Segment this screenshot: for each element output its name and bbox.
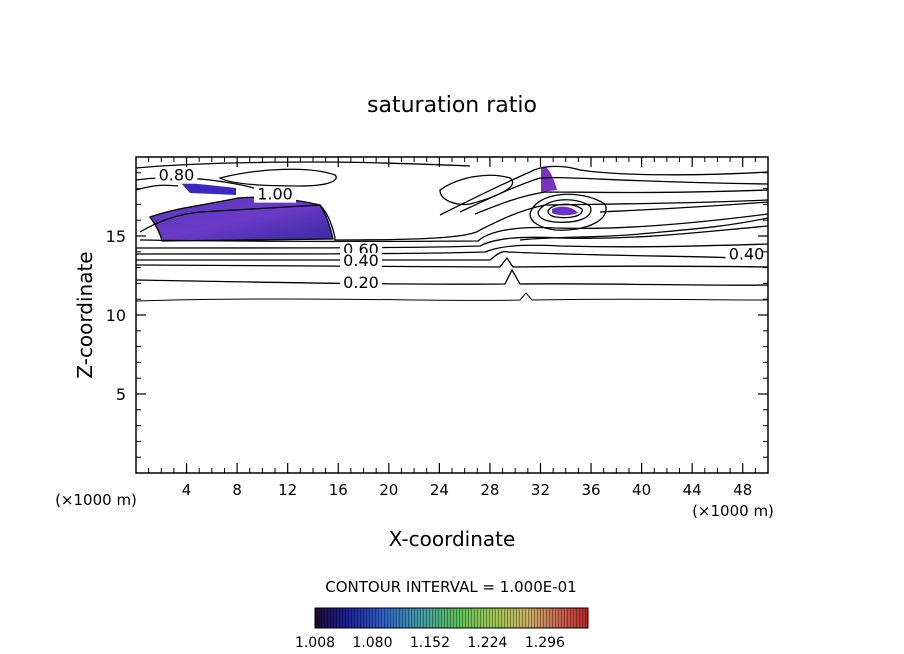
- contour-lines: [136, 161, 768, 302]
- contour-line-ring-3: [529, 193, 607, 231]
- y-axis-label: Z-coordinate: [73, 251, 97, 378]
- x-tick-label: 20: [379, 481, 398, 499]
- x-tick-label: 8: [232, 481, 242, 499]
- y-tick-label: 10: [106, 306, 126, 325]
- shaded-region-1: [150, 197, 333, 241]
- chart-title: saturation ratio: [367, 93, 537, 118]
- plot-area: 0.801.000.600.400.200.40 4 8 12 16 20 24 28 32 3…: [106, 156, 769, 499]
- x-tick-label: 40: [632, 481, 651, 499]
- y-axis-ticks: 5 10 15: [106, 227, 768, 404]
- x-tick-label: 48: [733, 481, 752, 499]
- x-tick-label: 24: [430, 481, 449, 499]
- contour-line-region-outline: [148, 196, 334, 242]
- shaded-region-2: [180, 182, 236, 195]
- contour-label: 0.40: [729, 245, 765, 264]
- x-unit-left: (×1000 m): [55, 491, 137, 509]
- contour-line-top: [218, 168, 337, 187]
- contour-line-right-wave: [519, 217, 768, 241]
- contour-label-bg: [254, 186, 297, 203]
- contour-label: 0.40: [343, 251, 379, 270]
- contour-label: 0.80: [159, 166, 195, 185]
- contour-label: 0.20: [343, 273, 379, 292]
- minor-ticks: [136, 157, 768, 473]
- x-unit-right: (×1000 m): [692, 502, 774, 520]
- contour-line-080: [139, 199, 768, 241]
- contour-labels: 0.801.000.600.400.200.40: [155, 166, 768, 292]
- contour-label-bg: [339, 275, 382, 292]
- contour-line-050: [136, 243, 768, 255]
- contour-line-ring-1: [537, 199, 592, 223]
- contour-line-ne-1: [439, 165, 768, 216]
- y-tick-label: 5: [116, 385, 126, 404]
- colorbar-tick-label: 1.296: [525, 635, 565, 651]
- contour-field: 0.801.000.600.400.200.40: [136, 161, 768, 302]
- x-tick-label: 16: [329, 481, 348, 499]
- x-axis-ticks: 4 8 12 16 20 24 28 32 36 40 44 48: [182, 157, 752, 499]
- contour-line-ring-2: [547, 203, 583, 219]
- contour-line-070: [139, 213, 768, 243]
- contour-line-040: [136, 250, 736, 261]
- x-axis-label: X-coordinate: [389, 527, 516, 551]
- contour-line-060: [136, 225, 768, 249]
- x-tick-label: 36: [581, 481, 600, 499]
- colorbar-stripes: [315, 608, 588, 628]
- colorbar-frame: [314, 607, 589, 629]
- contour-line-left-top: [136, 184, 179, 191]
- colorbar-tick-label: 1.152: [410, 635, 450, 651]
- contour-label-bg: [725, 246, 768, 263]
- contour-line-cloud-edge: [439, 174, 514, 206]
- contour-interval-text: CONTOUR INTERVAL = 1.000E-01: [325, 578, 576, 596]
- colorbar-tick-label: 1.224: [467, 635, 507, 651]
- contour-line-010: [136, 292, 768, 302]
- x-tick-label: 12: [278, 481, 297, 499]
- colorbar-tick-label: 1.080: [352, 635, 392, 651]
- colorbar-tick-labels: 1.008 1.080 1.152 1.224 1.296: [295, 635, 565, 651]
- x-tick-label: 28: [480, 481, 499, 499]
- contour-label-bg: [155, 167, 198, 184]
- shaded-region-3: [541, 166, 557, 192]
- contour-line-ne-3: [474, 189, 768, 215]
- x-tick-label: 44: [683, 481, 702, 499]
- contour-label-bg: [339, 253, 382, 270]
- colorbar: 1.008 1.080 1.152 1.224 1.296: [295, 607, 589, 651]
- contour-line-020: [136, 268, 768, 286]
- colorbar-tick-label: 1.008: [295, 635, 335, 651]
- contour-label: 1.00: [257, 185, 293, 204]
- y-tick-label: 15: [106, 227, 126, 246]
- contour-line-right-wave-2: [599, 201, 768, 213]
- contour-line-100: [136, 161, 471, 169]
- shaded-region-4: [552, 206, 578, 216]
- x-tick-label: 32: [531, 481, 550, 499]
- x-tick-label: 4: [182, 481, 192, 499]
- contour-line-030: [136, 256, 768, 268]
